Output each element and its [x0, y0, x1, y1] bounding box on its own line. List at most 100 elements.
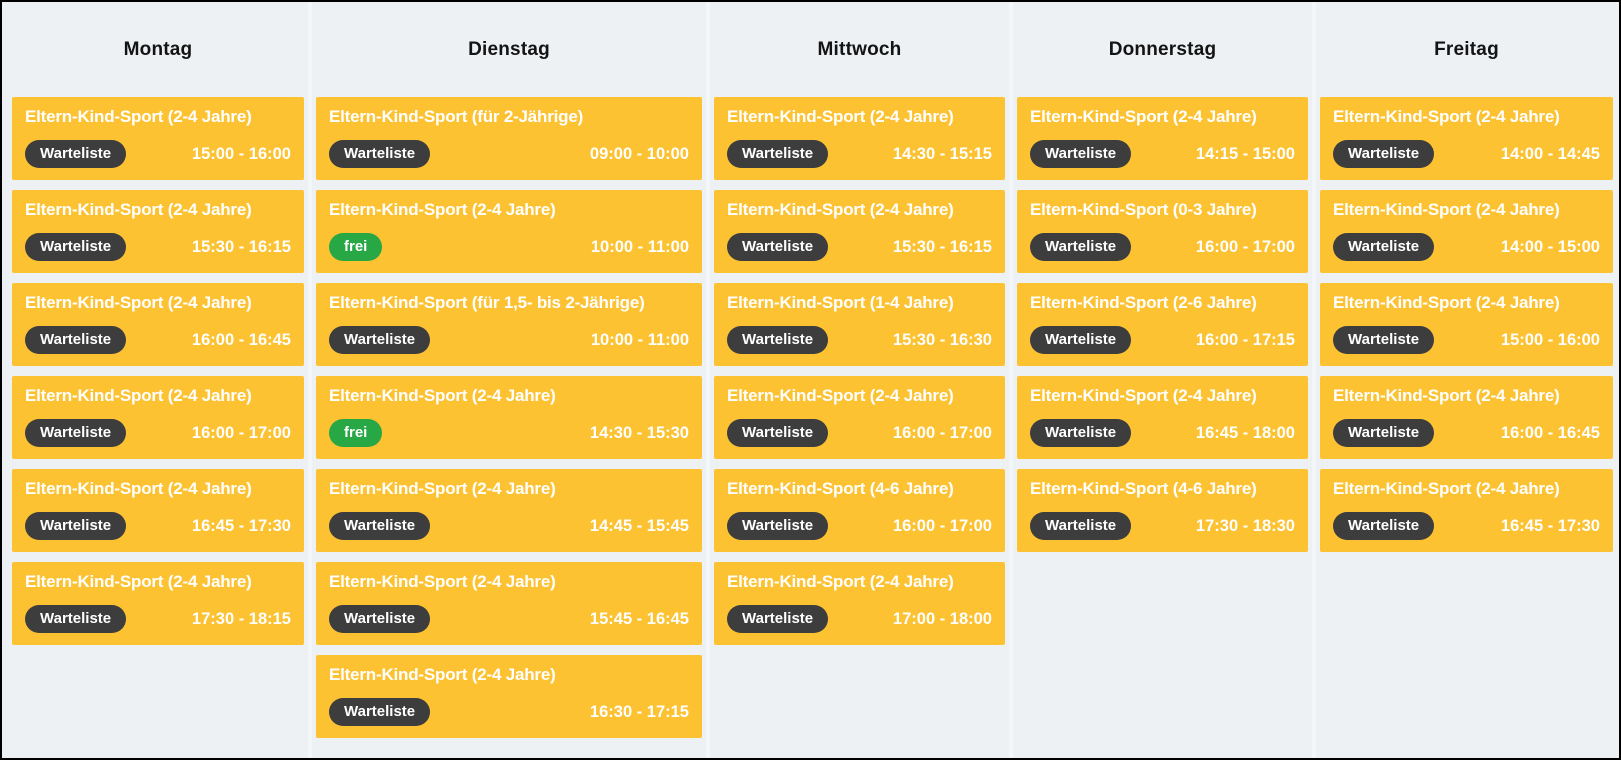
course-title: Eltern-Kind-Sport (2-4 Jahre) [329, 386, 556, 405]
day-header: Montag [123, 38, 193, 60]
course-card[interactable]: Eltern-Kind-Sport (2-4 Jahre) Warteliste… [316, 655, 702, 738]
course-card-footer: Warteliste 16:00 - 17:00 [727, 512, 992, 540]
course-card[interactable]: Eltern-Kind-Sport (2-4 Jahre) Warteliste… [714, 97, 1005, 180]
course-title: Eltern-Kind-Sport (1-4 Jahre) [727, 293, 954, 312]
day-column-dienstag: Dienstag Eltern-Kind-Sport (für 2-Jährig… [308, 2, 702, 758]
day-header: Donnerstag [1108, 38, 1217, 60]
course-title: Eltern-Kind-Sport (2-4 Jahre) [727, 386, 954, 405]
course-time: 15:00 - 16:00 [1500, 330, 1600, 349]
course-card-footer: frei 14:30 - 15:30 [329, 419, 689, 447]
course-time: 16:00 - 17:00 [892, 516, 992, 535]
course-title: Eltern-Kind-Sport (2-4 Jahre) [1333, 107, 1560, 126]
course-card[interactable]: Eltern-Kind-Sport (2-4 Jahre) Warteliste… [316, 562, 702, 645]
course-title: Eltern-Kind-Sport (2-4 Jahre) [727, 107, 954, 126]
course-card-footer: Warteliste 16:45 - 18:00 [1030, 419, 1295, 447]
course-card[interactable]: Eltern-Kind-Sport (2-4 Jahre) Warteliste… [1017, 376, 1308, 459]
course-title: Eltern-Kind-Sport (2-4 Jahre) [1030, 386, 1257, 405]
course-title: Eltern-Kind-Sport (2-4 Jahre) [1030, 107, 1257, 126]
course-time: 14:00 - 14:45 [1500, 144, 1600, 163]
status-badge: Warteliste [1333, 233, 1435, 261]
event-list: Eltern-Kind-Sport (2-4 Jahre) Warteliste… [1017, 97, 1308, 552]
course-time: 16:45 - 18:00 [1195, 423, 1295, 442]
status-badge: Warteliste [25, 419, 127, 447]
course-card[interactable]: Eltern-Kind-Sport (2-4 Jahre) frei 10:00… [316, 190, 702, 273]
event-list: Eltern-Kind-Sport (2-4 Jahre) Warteliste… [12, 97, 304, 645]
course-card[interactable]: Eltern-Kind-Sport (2-4 Jahre) Warteliste… [1320, 283, 1613, 366]
course-title: Eltern-Kind-Sport (0-3 Jahre) [1030, 200, 1257, 219]
course-title: Eltern-Kind-Sport (2-4 Jahre) [25, 293, 252, 312]
course-time: 16:00 - 17:00 [1195, 237, 1295, 256]
course-title: Eltern-Kind-Sport (2-4 Jahre) [25, 479, 252, 498]
course-card[interactable]: Eltern-Kind-Sport (4-6 Jahre) Warteliste… [1017, 469, 1308, 552]
status-badge: Warteliste [727, 605, 829, 633]
course-time: 14:15 - 15:00 [1195, 144, 1295, 163]
status-badge: Warteliste [727, 326, 829, 354]
course-card[interactable]: Eltern-Kind-Sport (2-4 Jahre) Warteliste… [714, 190, 1005, 273]
course-card[interactable]: Eltern-Kind-Sport (2-6 Jahre) Warteliste… [1017, 283, 1308, 366]
course-time: 16:30 - 17:15 [589, 702, 689, 721]
course-card-footer: Warteliste 14:15 - 15:00 [1030, 140, 1295, 168]
status-badge: Warteliste [727, 512, 829, 540]
course-card-footer: Warteliste 16:00 - 17:15 [1030, 326, 1295, 354]
course-card[interactable]: Eltern-Kind-Sport (2-4 Jahre) Warteliste… [12, 283, 304, 366]
course-card[interactable]: Eltern-Kind-Sport (2-4 Jahre) Warteliste… [12, 97, 304, 180]
status-badge: Warteliste [727, 233, 829, 261]
day-column-montag: Montag Eltern-Kind-Sport (2-4 Jahre) War… [12, 2, 304, 758]
course-card[interactable]: Eltern-Kind-Sport (für 2-Jährige) Wartel… [316, 97, 702, 180]
course-card[interactable]: Eltern-Kind-Sport (2-4 Jahre) Warteliste… [316, 469, 702, 552]
status-badge: Warteliste [329, 140, 431, 168]
course-card[interactable]: Eltern-Kind-Sport (2-4 Jahre) Warteliste… [1320, 97, 1613, 180]
course-card[interactable]: Eltern-Kind-Sport (4-6 Jahre) Warteliste… [714, 469, 1005, 552]
course-title: Eltern-Kind-Sport (2-4 Jahre) [727, 572, 954, 591]
course-time: 16:45 - 17:30 [191, 516, 291, 535]
course-time: 16:45 - 17:30 [1500, 516, 1600, 535]
course-card[interactable]: Eltern-Kind-Sport (2-4 Jahre) Warteliste… [12, 376, 304, 459]
course-card[interactable]: Eltern-Kind-Sport (2-4 Jahre) frei 14:30… [316, 376, 702, 459]
event-list: Eltern-Kind-Sport (für 2-Jährige) Wartel… [316, 97, 702, 738]
course-title: Eltern-Kind-Sport (2-4 Jahre) [329, 200, 556, 219]
course-card[interactable]: Eltern-Kind-Sport (1-4 Jahre) Warteliste… [714, 283, 1005, 366]
status-badge: Warteliste [1030, 419, 1132, 447]
course-card-footer: Warteliste 16:30 - 17:15 [329, 698, 689, 726]
day-header: Mittwoch [817, 38, 902, 60]
course-card[interactable]: Eltern-Kind-Sport (2-4 Jahre) Warteliste… [12, 562, 304, 645]
status-badge: Warteliste [329, 698, 431, 726]
course-title: Eltern-Kind-Sport (2-4 Jahre) [25, 107, 252, 126]
course-card[interactable]: Eltern-Kind-Sport (2-4 Jahre) Warteliste… [1320, 376, 1613, 459]
course-card-footer: Warteliste 15:30 - 16:30 [727, 326, 992, 354]
course-card-footer: Warteliste 17:00 - 18:00 [727, 605, 992, 633]
course-time: 14:45 - 15:45 [589, 516, 689, 535]
course-card-footer: Warteliste 16:00 - 17:00 [25, 419, 291, 447]
status-badge: Warteliste [329, 326, 431, 354]
course-time: 17:00 - 18:00 [892, 609, 992, 628]
status-badge: Warteliste [25, 605, 127, 633]
course-card[interactable]: Eltern-Kind-Sport (2-4 Jahre) Warteliste… [1320, 190, 1613, 273]
course-card[interactable]: Eltern-Kind-Sport (2-4 Jahre) Warteliste… [1017, 97, 1308, 180]
status-badge: Warteliste [1333, 419, 1435, 447]
course-time: 14:30 - 15:15 [892, 144, 992, 163]
course-card[interactable]: Eltern-Kind-Sport (2-4 Jahre) Warteliste… [12, 469, 304, 552]
course-card-footer: Warteliste 14:00 - 15:00 [1333, 233, 1600, 261]
course-card[interactable]: Eltern-Kind-Sport (2-4 Jahre) Warteliste… [714, 376, 1005, 459]
course-time: 10:00 - 11:00 [590, 330, 689, 349]
course-card[interactable]: Eltern-Kind-Sport (2-4 Jahre) Warteliste… [1320, 469, 1613, 552]
course-time: 15:30 - 16:15 [892, 237, 992, 256]
course-time: 16:00 - 17:00 [191, 423, 291, 442]
course-card[interactable]: Eltern-Kind-Sport (2-4 Jahre) Warteliste… [12, 190, 304, 273]
course-card[interactable]: Eltern-Kind-Sport (0-3 Jahre) Warteliste… [1017, 190, 1308, 273]
event-list: Eltern-Kind-Sport (2-4 Jahre) Warteliste… [714, 97, 1005, 645]
day-header: Freitag [1434, 38, 1499, 60]
course-card-footer: Warteliste 17:30 - 18:15 [25, 605, 291, 633]
course-card[interactable]: Eltern-Kind-Sport (für 1,5- bis 2-Jährig… [316, 283, 702, 366]
status-badge: Warteliste [25, 233, 127, 261]
status-badge: Warteliste [1030, 233, 1132, 261]
course-card[interactable]: Eltern-Kind-Sport (2-4 Jahre) Warteliste… [714, 562, 1005, 645]
course-card-footer: Warteliste 14:45 - 15:45 [329, 512, 689, 540]
course-time: 15:45 - 16:45 [589, 609, 689, 628]
course-card-footer: Warteliste 10:00 - 11:00 [329, 326, 689, 354]
course-card-footer: Warteliste 15:30 - 16:15 [25, 233, 291, 261]
course-title: Eltern-Kind-Sport (2-4 Jahre) [25, 572, 252, 591]
course-title: Eltern-Kind-Sport (2-4 Jahre) [727, 200, 954, 219]
course-title: Eltern-Kind-Sport (für 1,5- bis 2-Jährig… [329, 293, 645, 312]
